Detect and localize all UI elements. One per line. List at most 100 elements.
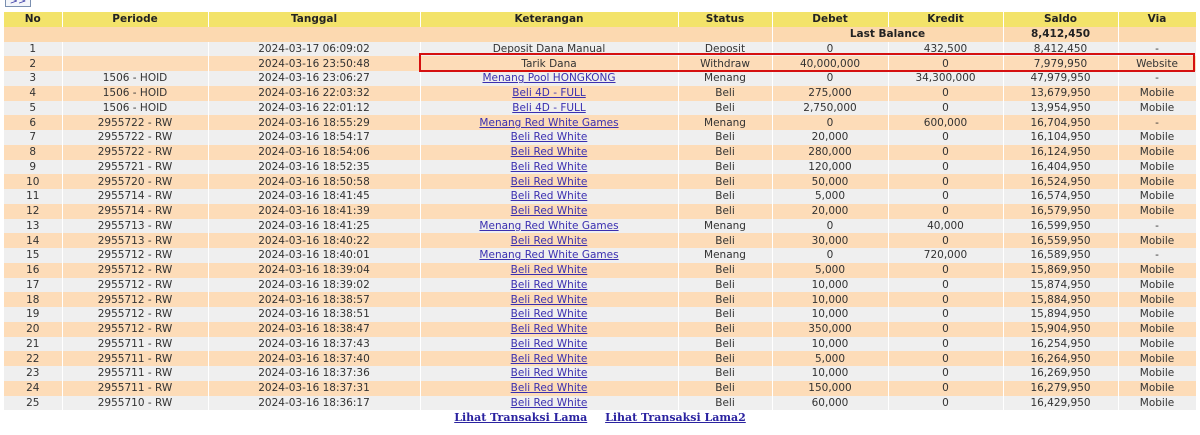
- table-header: No Periode Tanggal Keterangan Status Deb…: [4, 12, 1197, 27]
- cell-via: Mobile: [1118, 159, 1197, 175]
- keterangan-link[interactable]: Beli Red White: [510, 264, 588, 277]
- cell-tanggal: 2024-03-16 18:40:01: [208, 248, 421, 263]
- cell-status: Beli: [678, 262, 773, 278]
- cell-via: Mobile: [1118, 336, 1197, 352]
- cell-saldo: 16,404,950: [1003, 159, 1119, 175]
- keterangan-link[interactable]: Menang Red White Games: [479, 219, 619, 232]
- cell-no: 11: [4, 189, 63, 204]
- cell-kredit: 0: [888, 189, 1004, 204]
- keterangan-link[interactable]: Beli Red White: [510, 160, 588, 173]
- keterangan-link[interactable]: Beli Red White: [510, 205, 588, 218]
- cell-tanggal: 2024-03-16 18:37:31: [208, 380, 421, 396]
- cell-periode: 1506 - HOID: [62, 100, 209, 116]
- cell-keterangan: Beli Red White: [420, 336, 679, 352]
- cell-status: Beli: [678, 292, 773, 307]
- keterangan-link[interactable]: Menang Pool HONGKONG: [482, 72, 616, 85]
- keterangan-link[interactable]: Beli Red White: [510, 234, 588, 247]
- keterangan-link[interactable]: Beli Red White: [510, 382, 588, 395]
- cell-debet: 150,000: [772, 380, 889, 396]
- cell-no: 8: [4, 144, 63, 160]
- cell-debet: 120,000: [772, 159, 889, 175]
- cell-no: 20: [4, 321, 63, 337]
- keterangan-link[interactable]: Menang Red White Games: [479, 249, 619, 262]
- keterangan-link[interactable]: Beli Red White: [510, 131, 588, 144]
- cell-kredit: 0: [888, 380, 1004, 396]
- cell-kredit: 0: [888, 100, 1004, 116]
- old-transactions-link[interactable]: Lihat Transaksi Lama: [454, 411, 588, 424]
- table-row: 7 2955722 - RW 2024-03-16 18:54:17 Beli Red…: [4, 130, 1197, 145]
- cell-status: Beli: [678, 307, 773, 322]
- keterangan-link[interactable]: Beli Red White: [510, 396, 588, 409]
- cell-saldo: 16,589,950: [1003, 248, 1119, 263]
- cell-periode: 2955712 - RW: [62, 292, 209, 307]
- keterangan-link[interactable]: Beli Red White: [510, 308, 588, 321]
- cell-debet: 50,000: [772, 174, 889, 189]
- next-page-button[interactable]: >>: [5, 0, 31, 7]
- cell-periode: 2955711 - RW: [62, 351, 209, 366]
- table-row: 15 2955712 - RW 2024-03-16 18:40:01 Menang …: [4, 248, 1197, 263]
- keterangan-link[interactable]: Beli Red White: [510, 278, 588, 291]
- cell-status: Beli: [678, 321, 773, 337]
- cell-no: 19: [4, 307, 63, 322]
- cell-keterangan: Beli Red White: [420, 130, 679, 145]
- keterangan-link[interactable]: Beli 4D - FULL: [512, 101, 586, 114]
- cell-keterangan: Beli Red White: [420, 395, 679, 411]
- cell-saldo: 15,894,950: [1003, 307, 1119, 322]
- table-row: 4 1506 - HOID 2024-03-16 22:03:32 Beli 4D -…: [4, 85, 1197, 101]
- cell-no: 10: [4, 174, 63, 189]
- cell-status: Deposit: [678, 41, 773, 57]
- table-row: 18 2955712 - RW 2024-03-16 18:38:57 Beli Re…: [4, 292, 1197, 307]
- keterangan-link[interactable]: Beli Red White: [510, 190, 588, 203]
- keterangan-link[interactable]: Beli Red White: [510, 337, 588, 350]
- cell-no: 15: [4, 248, 63, 263]
- cell-via: Mobile: [1118, 130, 1197, 145]
- cell-saldo: 16,264,950: [1003, 351, 1119, 366]
- cell-status: Beli: [678, 395, 773, 411]
- keterangan-link[interactable]: Beli Red White: [510, 293, 588, 306]
- cell-saldo: 16,574,950: [1003, 189, 1119, 204]
- cell-status: Beli: [678, 366, 773, 381]
- cell-via: Mobile: [1118, 85, 1197, 101]
- cell-keterangan: Beli Red White: [420, 366, 679, 381]
- keterangan-link[interactable]: Menang Red White Games: [479, 116, 619, 129]
- cell-keterangan: Beli Red White: [420, 262, 679, 278]
- cell-debet: 10,000: [772, 366, 889, 381]
- table-row: 8 2955722 - RW 2024-03-16 18:54:06 Beli Red…: [4, 144, 1197, 160]
- cell-via: -: [1118, 71, 1197, 86]
- cell-tanggal: 2024-03-16 18:38:47: [208, 321, 421, 337]
- cell-saldo: 47,979,950: [1003, 71, 1119, 86]
- cell-debet: 0: [772, 218, 889, 234]
- cell-kredit: 432,500: [888, 41, 1004, 57]
- keterangan-link[interactable]: Beli Red White: [510, 175, 588, 188]
- cell-kredit: 0: [888, 262, 1004, 278]
- cell-via: Website: [1118, 56, 1197, 71]
- keterangan-link[interactable]: Beli 4D - FULL: [512, 87, 586, 100]
- cell-keterangan: Beli Red White: [420, 292, 679, 307]
- keterangan-link[interactable]: Beli Red White: [510, 146, 588, 159]
- keterangan-link[interactable]: Beli Red White: [510, 352, 588, 365]
- cell-via: -: [1118, 115, 1197, 130]
- cell-via: -: [1118, 248, 1197, 263]
- cell-keterangan: Deposit Dana Manual: [420, 41, 679, 57]
- cell-periode: 2955711 - RW: [62, 380, 209, 396]
- old-transactions-2-link[interactable]: Lihat Transaksi Lama2: [605, 411, 746, 424]
- footer-links: Lihat Transaksi Lama Lihat Transaksi Lam…: [0, 411, 1200, 424]
- keterangan-link[interactable]: Beli Red White: [510, 323, 588, 336]
- keterangan-link[interactable]: Beli Red White: [510, 367, 588, 380]
- cell-keterangan: Menang Pool HONGKONG: [420, 71, 679, 86]
- cell-kredit: 34,300,000: [888, 71, 1004, 86]
- cell-debet: 0: [772, 41, 889, 57]
- cell-via: Mobile: [1118, 144, 1197, 160]
- cell-kredit: 0: [888, 159, 1004, 175]
- cell-tanggal: 2024-03-16 23:06:27: [208, 71, 421, 86]
- cell-keterangan: Beli Red White: [420, 233, 679, 248]
- cell-tanggal: 2024-03-16 18:54:17: [208, 130, 421, 145]
- cell-kredit: 0: [888, 144, 1004, 160]
- cell-no: 16: [4, 262, 63, 278]
- cell-saldo: 16,579,950: [1003, 203, 1119, 219]
- cell-via: -: [1118, 218, 1197, 234]
- cell-kredit: 0: [888, 174, 1004, 189]
- cell-tanggal: 2024-03-16 18:41:39: [208, 203, 421, 219]
- cell-periode: 2955722 - RW: [62, 115, 209, 130]
- transaction-table: No Periode Tanggal Keterangan Status Deb…: [4, 12, 1197, 411]
